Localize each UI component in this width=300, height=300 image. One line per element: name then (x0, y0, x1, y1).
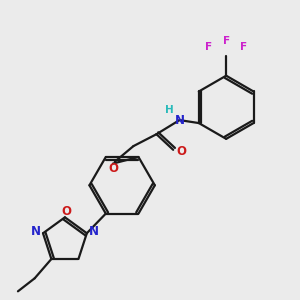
Text: F: F (223, 36, 230, 46)
Text: O: O (62, 205, 72, 218)
Text: N: N (31, 225, 41, 238)
Text: H: H (165, 105, 173, 115)
Text: N: N (88, 225, 98, 238)
Text: O: O (176, 145, 186, 158)
Text: F: F (240, 42, 247, 52)
Text: F: F (205, 42, 212, 52)
Text: N: N (175, 114, 184, 127)
Text: O: O (108, 162, 118, 175)
